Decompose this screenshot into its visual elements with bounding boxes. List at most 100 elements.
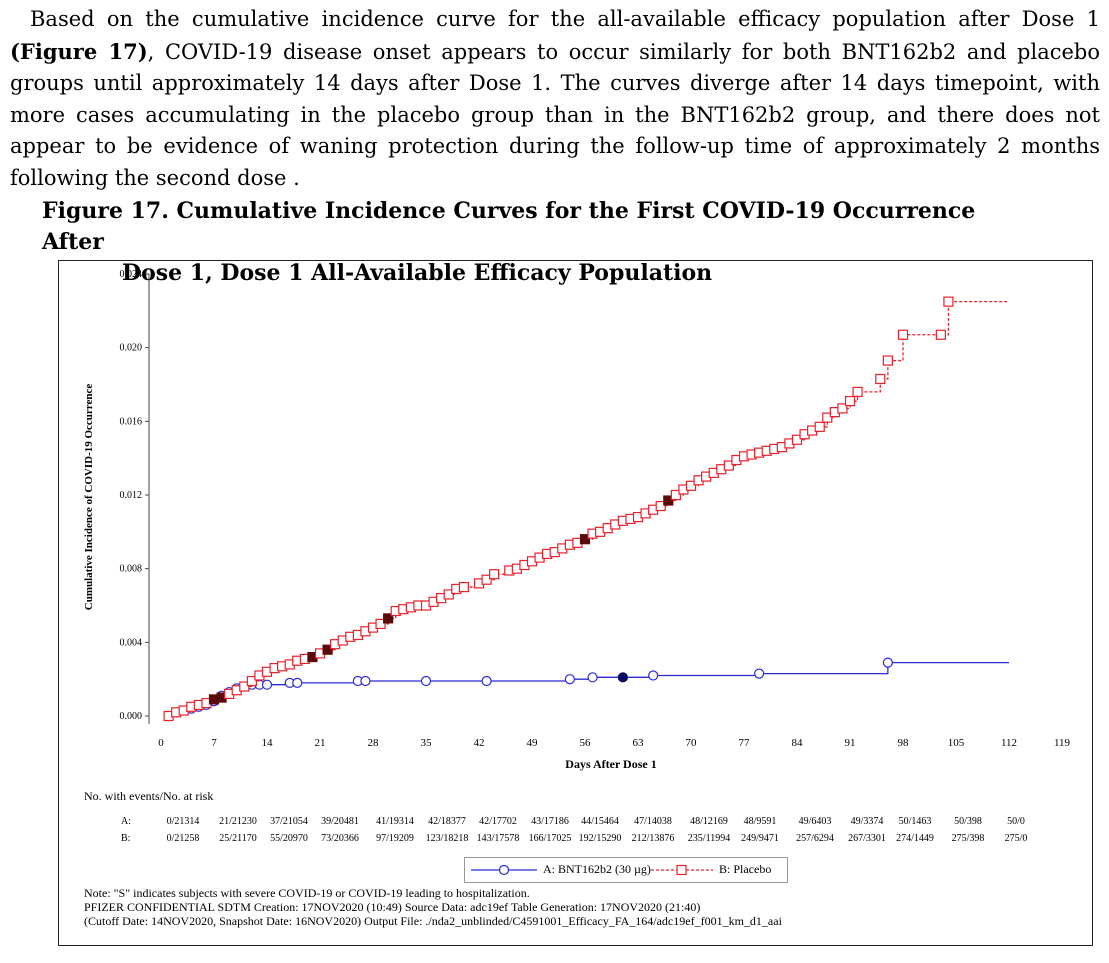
x-tick-label: 42 bbox=[474, 737, 485, 749]
data-point bbox=[261, 679, 273, 690]
risk-cell: 257/6294 bbox=[796, 833, 834, 844]
risk-cell: 50/1463 bbox=[898, 816, 932, 827]
risk-cell: 39/20481 bbox=[321, 816, 359, 827]
x-tick-label: 7 bbox=[211, 737, 217, 749]
figure-reference: (Figure 17) bbox=[10, 38, 148, 64]
note-line-3: (Cutoff Date: 14NOV2020, Snapshot Date: … bbox=[84, 914, 782, 928]
x-tick-label: 49 bbox=[527, 737, 539, 749]
figure-title: Figure 17. Cumulative Incidence Curves f… bbox=[42, 196, 1042, 289]
risk-cell: 97/19209 bbox=[376, 833, 414, 844]
data-point bbox=[935, 329, 946, 340]
data-point bbox=[897, 329, 909, 340]
y-tick-label: 0.000 bbox=[120, 711, 143, 722]
risk-cell: 235/11994 bbox=[687, 833, 731, 844]
y-tick-label: 0.012 bbox=[120, 490, 143, 501]
y-axis-label: Cumulative Incidence of COVID-19 Occurre… bbox=[83, 384, 95, 611]
data-point bbox=[822, 412, 833, 423]
x-tick-label: 119 bbox=[1054, 737, 1071, 749]
figure-notes: Note: "S" indicates subjects with severe… bbox=[84, 886, 782, 928]
data-point bbox=[655, 500, 666, 512]
risk-row-label: A: bbox=[121, 816, 131, 827]
risk-cell: 166/17025 bbox=[528, 833, 572, 844]
series-placebo bbox=[163, 296, 1009, 722]
legend-a-marker bbox=[498, 864, 510, 876]
risk-cell: 37/21054 bbox=[270, 816, 308, 827]
data-point bbox=[443, 589, 454, 600]
data-point bbox=[481, 574, 492, 585]
x-tick-label: 70 bbox=[686, 737, 698, 749]
data-point bbox=[943, 296, 954, 307]
risk-cell: 0/21258 bbox=[166, 833, 200, 844]
figure-title-line2: Dose 1, Dose 1 All-Available Efficacy Po… bbox=[122, 260, 713, 286]
risk-cell: 21/21230 bbox=[219, 816, 257, 827]
severe-point bbox=[383, 613, 394, 624]
risk-cell: 48/9591 bbox=[743, 816, 777, 827]
risk-cell: 212/13876 bbox=[631, 833, 675, 844]
data-point bbox=[670, 489, 681, 501]
risk-cell: 25/21170 bbox=[219, 833, 257, 844]
legend-b-label: B: Placebo bbox=[719, 862, 772, 876]
x-tick-label: 105 bbox=[948, 737, 965, 749]
x-tick-label: 28 bbox=[368, 737, 380, 749]
severe-point bbox=[663, 495, 674, 506]
legend-a-label: A: BNT162b2 (30 µg) bbox=[543, 862, 651, 876]
data-point bbox=[587, 672, 598, 683]
data-point bbox=[844, 395, 856, 407]
figure-title-line1: Figure 17. Cumulative Incidence Curves f… bbox=[42, 198, 976, 255]
data-point bbox=[360, 675, 371, 687]
risk-cell: 47/14038 bbox=[634, 816, 672, 827]
data-point bbox=[814, 421, 825, 432]
data-point bbox=[754, 668, 765, 679]
risk-cell: 50/0 bbox=[1007, 816, 1025, 827]
risk-cell: 48/12169 bbox=[690, 816, 728, 827]
risk-cell: 275/398 bbox=[951, 833, 985, 844]
chart-legend: A: BNT162b2 (30 µg) B: Placebo bbox=[464, 857, 788, 883]
data-point bbox=[420, 675, 432, 687]
series-line bbox=[168, 661, 1009, 717]
risk-cell: 249/9471 bbox=[741, 833, 779, 844]
data-point bbox=[564, 674, 575, 685]
x-tick-label: 63 bbox=[633, 737, 645, 749]
body-paragraph: Based on the cumulative incidence curve … bbox=[10, 4, 1100, 194]
risk-cell: 123/18218 bbox=[425, 833, 469, 844]
x-tick-label: 112 bbox=[1001, 737, 1017, 749]
x-axis-label: Days After Dose 1 bbox=[565, 757, 656, 771]
paragraph-text-2: , COVID-19 disease onset appears to occu… bbox=[10, 39, 1101, 190]
risk-row-label: B: bbox=[121, 833, 131, 844]
risk-cell: 44/15464 bbox=[581, 816, 619, 827]
legend-b-marker bbox=[676, 864, 687, 876]
x-tick-label: 35 bbox=[421, 737, 433, 749]
x-tick-label: 14 bbox=[262, 737, 274, 749]
risk-cell: 192/15290 bbox=[578, 833, 622, 844]
y-tick-label: 0.020 bbox=[120, 343, 143, 354]
x-tick-label: 84 bbox=[792, 737, 804, 749]
severe-point bbox=[322, 644, 333, 655]
risk-table-header: No. with events/No. at risk bbox=[84, 789, 214, 803]
paragraph-text-1: Based on the cumulative incidence curve … bbox=[30, 7, 1100, 31]
risk-cell: 49/6403 bbox=[798, 816, 832, 827]
risk-cell: 0/21314 bbox=[166, 816, 200, 827]
risk-cell: 43/17186 bbox=[531, 816, 569, 827]
data-point bbox=[882, 355, 893, 366]
y-tick-label: 0.004 bbox=[120, 637, 143, 648]
risk-cell: 143/17578 bbox=[476, 833, 520, 844]
data-point bbox=[882, 657, 893, 668]
data-point bbox=[246, 675, 257, 687]
data-point bbox=[239, 681, 250, 692]
chart-axes: 0.000 0.004 0.008 0.012 0.016 0.020 0.024 0 7 14 2… bbox=[120, 269, 1071, 749]
data-point bbox=[791, 434, 803, 445]
x-tick-label: 91 bbox=[845, 737, 856, 749]
data-point bbox=[852, 386, 863, 397]
data-point bbox=[481, 675, 492, 687]
data-point bbox=[837, 403, 848, 414]
note-line-2: PFIZER CONFIDENTIAL SDTM Creation: 17NOV… bbox=[84, 900, 701, 914]
x-tick-label: 21 bbox=[315, 737, 326, 749]
severe-point bbox=[579, 534, 591, 545]
y-tick-label: 0.024 bbox=[120, 269, 143, 280]
figure-frame bbox=[58, 260, 1093, 946]
risk-cell: 275/0 bbox=[1004, 833, 1028, 844]
data-point bbox=[685, 480, 697, 491]
data-point bbox=[723, 460, 734, 471]
risk-cell: 42/17702 bbox=[479, 816, 517, 827]
chart-series bbox=[163, 296, 1009, 722]
